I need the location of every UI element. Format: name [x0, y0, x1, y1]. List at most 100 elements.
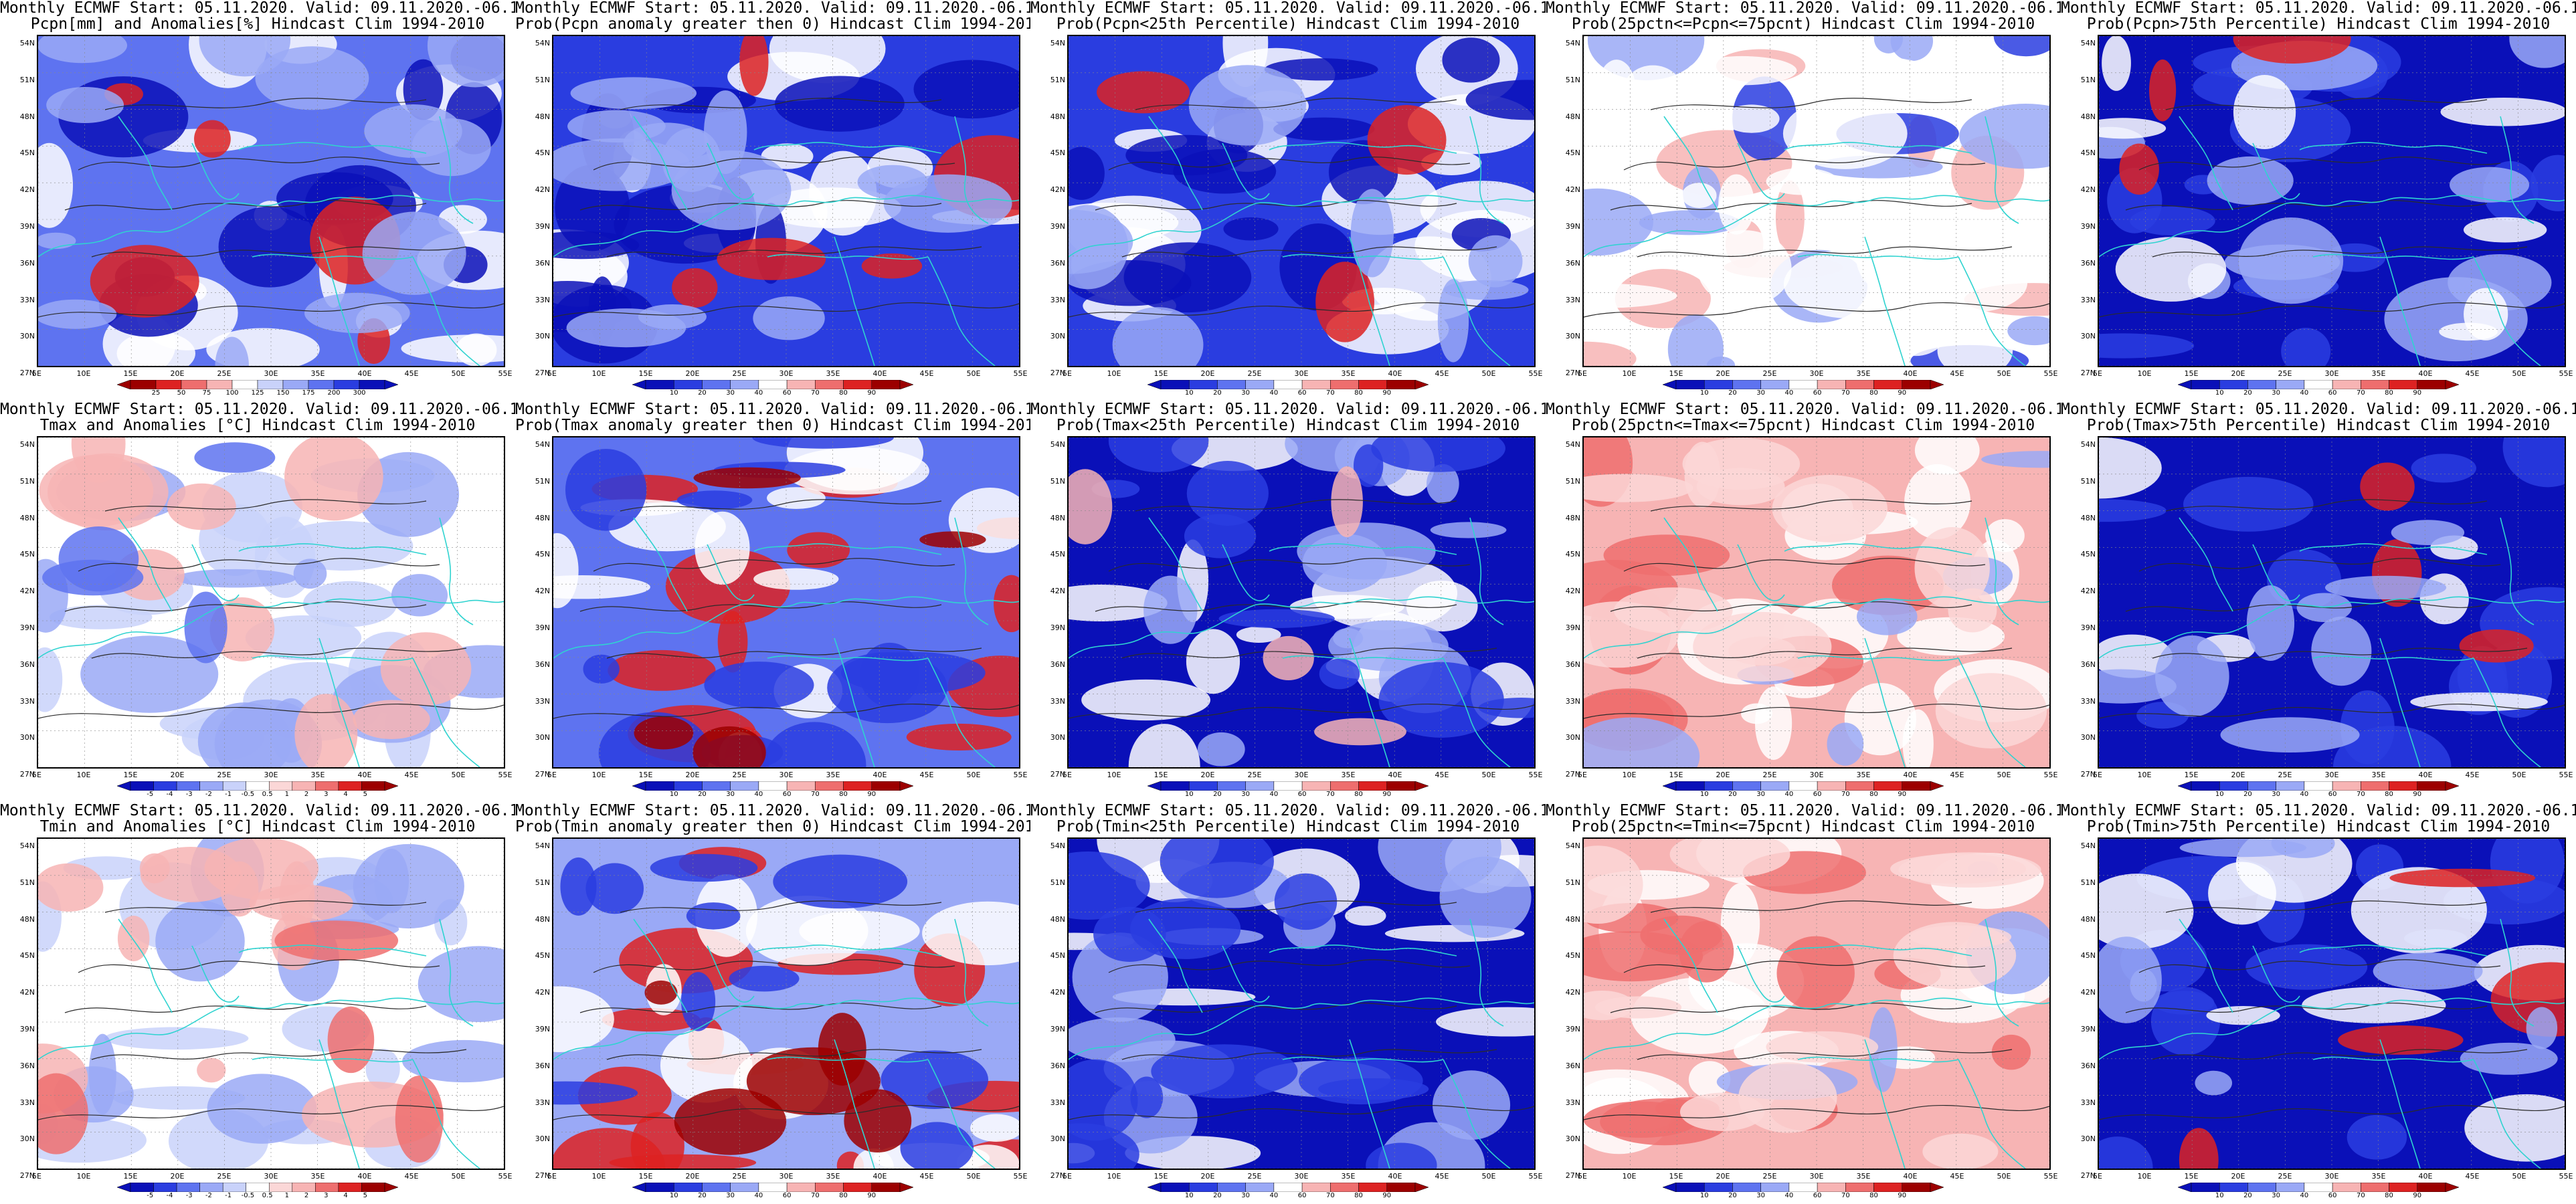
- lat-label: 36N: [535, 1061, 550, 1070]
- colorbar-tick-label: 40: [754, 791, 763, 798]
- lat-label: 48N: [1565, 914, 1580, 924]
- lat-label: 30N: [1050, 733, 1065, 742]
- lon-label: 45E: [919, 771, 934, 779]
- colorbar-tick-label: 10: [669, 791, 678, 798]
- colorbar-ticks: 10 20 30 40 60 70 80 90: [1147, 389, 1429, 399]
- lon-label: 50E: [1481, 369, 1496, 378]
- lon-label: 55E: [2559, 1172, 2573, 1181]
- lat-label: 30N: [19, 1134, 35, 1144]
- lon-label: 35E: [1856, 771, 1871, 779]
- lon-label: 10E: [591, 369, 606, 378]
- lat-label: 48N: [2080, 513, 2096, 522]
- lon-label: 30E: [2324, 369, 2339, 378]
- colorbar-tick-label: 90: [1898, 1192, 1907, 1199]
- colorbar-ticks: -5 -4 -3 -2 -1 -0.5 0.5 1 2 3 4 5: [117, 791, 398, 800]
- lon-label: 30E: [2324, 1172, 2339, 1181]
- title-line-1: Monthly ECMWF Start: 05.11.2020. Valid: …: [515, 401, 1030, 418]
- lat-label: 27N: [1565, 369, 1580, 378]
- lon-label: 50E: [966, 771, 981, 779]
- panel-title: Monthly ECMWF Start: 05.11.2020. Valid: …: [1030, 0, 1546, 33]
- lat-label: 30N: [2080, 1134, 2096, 1144]
- map-panel: Monthly ECMWF Start: 05.11.2020. Valid: …: [1030, 401, 1546, 803]
- lon-label: 35E: [1341, 369, 1356, 378]
- colorbar-tick-label: 90: [2413, 791, 2422, 798]
- colorbar: [1663, 380, 1944, 389]
- lat-label: 36N: [1565, 1061, 1580, 1070]
- lon-label: 30E: [1809, 369, 1824, 378]
- lat-label: 42N: [1565, 587, 1580, 596]
- colorbar-tick-label: 70: [1841, 791, 1850, 798]
- lat-label: 51N: [1565, 878, 1580, 887]
- colorbar-tick-label: 20: [698, 791, 707, 798]
- colorbar-tick-label: 150: [276, 389, 290, 397]
- lon-label: 55E: [1528, 771, 1543, 779]
- lon-label: 55E: [2043, 1172, 2058, 1181]
- title-line-1: Monthly ECMWF Start: 05.11.2020. Valid: …: [1030, 803, 1546, 819]
- lat-label: 36N: [2080, 258, 2096, 268]
- colorbar-ticks: 10 20 30 40 60 70 80 90: [2178, 389, 2459, 399]
- lat-label: 39N: [1565, 222, 1580, 231]
- lon-label: 5E: [1578, 771, 1587, 779]
- colorbar-tick-label: 80: [839, 791, 848, 798]
- colorbar-tick-label: 80: [2385, 389, 2393, 397]
- panel-title: Monthly ECMWF Start: 05.11.2020. Valid: …: [2061, 401, 2576, 435]
- title-line-2: Prob(Pcpn>75th Percentile) Hindcast Clim…: [2086, 15, 2551, 33]
- lon-label: 5E: [2093, 369, 2102, 378]
- lon-label: 5E: [1063, 1172, 1072, 1181]
- lon-label: 35E: [310, 1172, 325, 1181]
- lat-label: 36N: [2080, 1061, 2096, 1070]
- lat-label: 42N: [19, 587, 35, 596]
- lon-label: 15E: [638, 1172, 653, 1181]
- lon-label: 15E: [1669, 369, 1683, 378]
- lat-label: 42N: [1565, 185, 1580, 195]
- colorbar: [117, 781, 398, 791]
- lat-label: 54N: [19, 39, 35, 47]
- lon-label: 55E: [1013, 1172, 1028, 1181]
- colorbar-tick-label: 70: [810, 791, 820, 798]
- lat-label: 36N: [19, 1061, 35, 1070]
- lat-label: 36N: [2080, 660, 2096, 669]
- lat-label: 51N: [2080, 75, 2096, 84]
- lon-label: 45E: [404, 1172, 419, 1181]
- lon-label: 40E: [1903, 1172, 1918, 1181]
- colorbar: [1147, 781, 1429, 791]
- colorbar: [2178, 1183, 2459, 1192]
- lat-label: 42N: [1050, 587, 1065, 596]
- map-panel: Monthly ECMWF Start: 05.11.2020. Valid: …: [2061, 401, 2576, 803]
- colorbar-tick-label: 0.5: [262, 791, 273, 798]
- colorbar-tick-label: 4: [343, 1192, 348, 1199]
- lon-label: 40E: [2418, 1172, 2433, 1181]
- lon-label: 30E: [264, 369, 278, 378]
- lat-label: 42N: [19, 185, 35, 195]
- map-panel: Monthly ECMWF Start: 05.11.2020. Valid: …: [515, 401, 1030, 803]
- lat-label: 45N: [19, 550, 35, 559]
- lon-label: 40E: [1388, 1172, 1402, 1181]
- map-panel: Monthly ECMWF Start: 05.11.2020. Valid: …: [1030, 0, 1546, 401]
- lon-label: 40E: [2418, 771, 2433, 779]
- panel-title: Monthly ECMWF Start: 05.11.2020. Valid: …: [515, 0, 1030, 33]
- lat-label: 33N: [19, 1098, 35, 1107]
- lon-label: 40E: [872, 369, 887, 378]
- lat-label: 48N: [1050, 914, 1065, 924]
- colorbar-tick-label: 10: [1699, 389, 1709, 397]
- colorbar-tick-label: 40: [1784, 389, 1794, 397]
- lat-label: 48N: [1565, 513, 1580, 522]
- lon-label: 45E: [1950, 369, 1964, 378]
- lon-label: 45E: [1435, 771, 1449, 779]
- lat-label: 45N: [535, 951, 550, 961]
- lat-label: 36N: [535, 258, 550, 268]
- lon-label: 10E: [2137, 1172, 2152, 1181]
- colorbar-tick-label: 90: [1382, 1192, 1392, 1199]
- colorbar-tick-label: 60: [1813, 1192, 1822, 1199]
- title-line-2: Pcpn[mm] and Anomalies[%] Hindcast Clim …: [30, 15, 485, 33]
- lat-label: 33N: [2080, 1098, 2096, 1107]
- lon-label: 10E: [2137, 771, 2152, 779]
- lat-label: 39N: [2080, 623, 2096, 632]
- colorbar-tick-label: 90: [867, 389, 877, 397]
- lat-label: 39N: [535, 222, 550, 231]
- colorbar: [2178, 781, 2459, 791]
- colorbar: [1147, 380, 1429, 389]
- lat-label: 45N: [535, 148, 550, 158]
- lon-label: 25E: [732, 1172, 747, 1181]
